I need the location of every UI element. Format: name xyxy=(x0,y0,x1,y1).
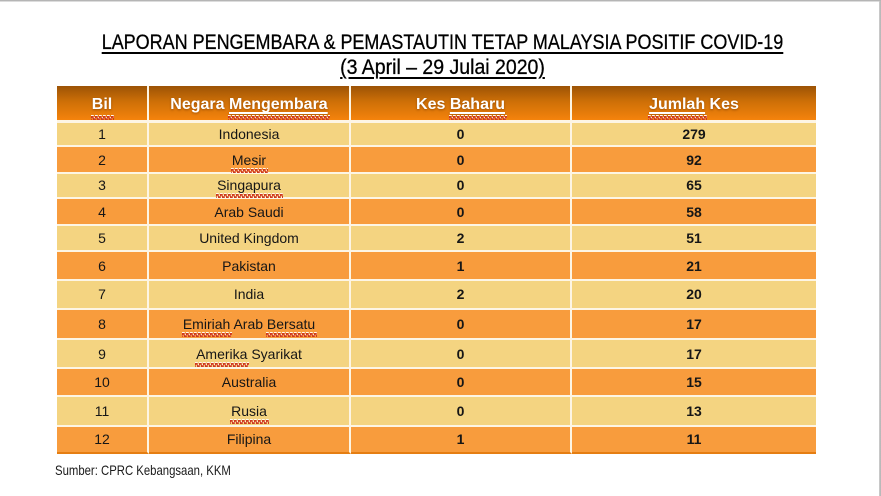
cell-bil-row-3: 3 xyxy=(57,173,149,199)
cell-kes_baharu-row-8: 0 xyxy=(351,309,572,341)
header-cell-bil: Bil xyxy=(57,86,149,123)
cell-bil-row-6: 6 xyxy=(57,252,149,281)
cell-negara-row-4: Arab Saudi xyxy=(149,198,351,227)
cell-jumlah_kes-row-5: 51 xyxy=(572,226,816,253)
cell-negara-row-11: Rusia xyxy=(149,397,351,427)
window-top-edge xyxy=(0,0,881,2)
cell-negara-row-7: India xyxy=(149,280,351,310)
cell-jumlah_kes-row-11: 13 xyxy=(572,397,816,427)
misspelling-squiggle: Mengembara xyxy=(229,95,328,113)
header-cell-negara: Negara Mengembara xyxy=(149,86,351,123)
misspelling-squiggle: Emiriah xyxy=(182,316,231,333)
cell-jumlah_kes-row-1: 279 xyxy=(572,122,816,148)
cell-bil-row-10: 10 xyxy=(57,369,149,398)
cell-jumlah_kes-row-10: 15 xyxy=(572,369,816,398)
cell-label: Emiriah Arab Bersatu xyxy=(182,316,316,333)
cell-bil-row-4: 4 xyxy=(57,198,149,227)
misspelling-squiggle: Rusia xyxy=(231,402,267,419)
cell-jumlah_kes-row-12: 11 xyxy=(572,426,816,454)
cell-kes_baharu-row-9: 0 xyxy=(351,340,572,370)
cell-negara-row-1: Indonesia xyxy=(149,122,351,148)
title-line-2: (3 April – 29 Julai 2020) xyxy=(32,55,853,80)
cell-kes_baharu-row-12: 1 xyxy=(351,426,572,454)
page-title: LAPORAN PENGEMBARA & PEMASTAUTIN TETAP M… xyxy=(0,30,881,80)
cell-kes_baharu-row-2: 0 xyxy=(351,147,572,174)
cell-label: Arab Saudi xyxy=(214,203,284,220)
source-note: Sumber: CPRC Kebangsaan, KKM xyxy=(55,462,231,478)
window-right-edge xyxy=(879,1,881,496)
cell-label: Jumlah Kes xyxy=(649,95,739,113)
misspelling-squiggle: Baharu xyxy=(449,95,505,113)
misspelling-squiggle: Jumlah xyxy=(649,95,706,113)
cell-kes_baharu-row-6: 1 xyxy=(351,252,572,281)
cell-label: Kes Baharu xyxy=(416,95,505,113)
cell-bil-row-5: 5 xyxy=(57,226,149,253)
cell-bil-row-9: 9 xyxy=(57,340,149,370)
cell-kes_baharu-row-1: 0 xyxy=(351,122,572,148)
cell-label: India xyxy=(233,286,265,303)
underlined-word: Baharu xyxy=(450,96,505,113)
cell-bil-row-2: 2 xyxy=(57,147,149,174)
cell-bil-row-8: 8 xyxy=(57,309,149,341)
underlined-word: Mengembara xyxy=(229,96,328,113)
header-cell-kes_baharu: Kes Baharu xyxy=(351,86,572,123)
cell-label: Mesir xyxy=(232,152,266,168)
title-underlined-text-1: LAPORAN PENGEMBARA & PEMASTAUTIN TETAP M… xyxy=(101,31,784,54)
cell-label: Singapura xyxy=(217,177,281,193)
cell-bil-row-12: 12 xyxy=(57,426,149,454)
cell-kes_baharu-row-3: 0 xyxy=(351,173,572,199)
cell-kes_baharu-row-11: 0 xyxy=(351,397,572,427)
title-line-1: LAPORAN PENGEMBARA & PEMASTAUTIN TETAP M… xyxy=(64,30,822,55)
misspelling-squiggle: Bersatu xyxy=(266,316,316,333)
cell-negara-row-2: Mesir xyxy=(149,147,351,174)
cell-negara-row-9: Amerika Syarikat xyxy=(149,340,351,370)
cell-negara-row-10: Australia xyxy=(149,369,351,398)
cell-jumlah_kes-row-9: 17 xyxy=(572,340,816,370)
cell-label: United Kingdom xyxy=(199,230,299,247)
cell-negara-row-5: United Kingdom xyxy=(149,226,351,253)
cell-label: Rusia xyxy=(231,403,267,419)
cell-bil-row-11: 11 xyxy=(57,397,149,427)
cell-negara-row-6: Pakistan xyxy=(149,252,351,281)
title-underlined-text-2: (3 April – 29 Julai 2020) xyxy=(340,56,545,79)
cell-kes_baharu-row-10: 0 xyxy=(351,369,572,398)
cell-kes_baharu-row-4: 0 xyxy=(351,198,572,227)
header-cell-jumlah_kes: Jumlah Kes xyxy=(572,86,816,123)
cell-jumlah_kes-row-7: 20 xyxy=(572,280,816,310)
misspelling-squiggle: Bil xyxy=(91,95,113,113)
cell-jumlah_kes-row-3: 65 xyxy=(572,173,816,199)
cell-negara-row-12: Filipina xyxy=(149,426,351,454)
misspelling-squiggle: Amerika xyxy=(196,345,248,362)
misspelling-squiggle: Mesir xyxy=(231,151,267,168)
cell-jumlah_kes-row-8: 17 xyxy=(572,309,816,341)
cell-kes_baharu-row-7: 2 xyxy=(351,280,572,310)
cell-label: Australia xyxy=(221,374,277,391)
cell-bil-row-1: 1 xyxy=(57,122,149,148)
cell-negara-row-8: Emiriah Arab Bersatu xyxy=(149,309,351,341)
cell-negara-row-3: Singapura xyxy=(149,173,351,199)
cell-label: Indonesia xyxy=(218,125,280,142)
cell-label: Filipina xyxy=(226,431,272,448)
cell-jumlah_kes-row-2: 92 xyxy=(572,147,816,174)
misspelling-squiggle: Singapura xyxy=(217,177,281,194)
underlined-word: Jumlah xyxy=(649,96,705,113)
cell-label: Negara Mengembara xyxy=(170,95,328,113)
cell-label: Bil xyxy=(92,96,112,114)
covid-cases-table: Bil Negara Mengembara Kes Baharu Jumlah Kes… xyxy=(57,86,816,454)
cell-label: Pakistan xyxy=(222,257,276,274)
cell-kes_baharu-row-5: 2 xyxy=(351,226,572,253)
cell-bil-row-7: 7 xyxy=(57,280,149,310)
cell-label: Amerika Syarikat xyxy=(196,345,302,362)
cell-jumlah_kes-row-6: 21 xyxy=(572,252,816,281)
cell-jumlah_kes-row-4: 58 xyxy=(572,198,816,227)
